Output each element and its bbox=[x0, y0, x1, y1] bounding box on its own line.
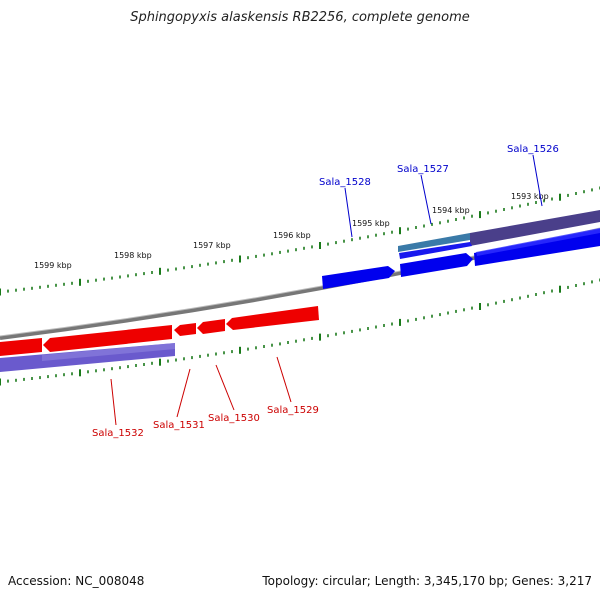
leader-sala-1529 bbox=[276, 356, 292, 403]
gene-sala-1527-upper[interactable] bbox=[399, 242, 472, 259]
label-sala-1529[interactable]: Sala_1529 bbox=[267, 405, 319, 416]
purple-feature-bottom-seg[interactable] bbox=[42, 343, 175, 361]
gene-blue-far-right[interactable] bbox=[476, 228, 600, 256]
purple-feature-top[interactable] bbox=[470, 210, 600, 246]
label-sala-1530[interactable]: Sala_1530 bbox=[208, 413, 260, 424]
summary-text: Topology: circular; Length: 3,345,170 bp… bbox=[262, 574, 592, 588]
inner-tick-track bbox=[0, 278, 600, 386]
gene-sala-1529[interactable] bbox=[226, 306, 319, 330]
leader-sala-1526 bbox=[532, 154, 543, 207]
gene-sala-1527[interactable] bbox=[400, 253, 473, 277]
accession-text: Accession: NC_008048 bbox=[8, 574, 145, 588]
gene-sala-1530[interactable] bbox=[197, 319, 225, 334]
label-sala-1528[interactable]: Sala_1528 bbox=[319, 177, 371, 188]
label-sala-1526[interactable]: Sala_1526 bbox=[507, 144, 559, 155]
kbp-label-1599: 1599 kbp bbox=[34, 261, 72, 270]
gene-red-far-left[interactable] bbox=[0, 338, 42, 356]
outer-tick-track bbox=[0, 186, 600, 296]
map-title: Sphingopyxis alaskensis RB2256, complete… bbox=[130, 10, 470, 25]
kbp-label-1597: 1597 kbp bbox=[193, 241, 231, 250]
leader-sala-1531 bbox=[176, 368, 191, 418]
gene-sala-1532[interactable] bbox=[43, 325, 172, 352]
label-sala-1532[interactable]: Sala_1532 bbox=[92, 428, 144, 439]
kbp-label-1596: 1596 kbp bbox=[273, 231, 311, 240]
label-sala-1527[interactable]: Sala_1527 bbox=[397, 164, 449, 175]
kbp-label-1598: 1598 kbp bbox=[114, 251, 152, 260]
kbp-label-1593: 1593 kbp bbox=[511, 192, 549, 201]
kbp-label-1595: 1595 kbp bbox=[352, 219, 390, 228]
label-sala-1531[interactable]: Sala_1531 bbox=[153, 420, 205, 431]
kbp-label-1594: 1594 kbp bbox=[432, 206, 470, 215]
leader-sala-1532 bbox=[110, 378, 117, 426]
gene-sala-1531[interactable] bbox=[174, 323, 196, 336]
leader-sala-1528 bbox=[344, 187, 353, 238]
leader-sala-1527 bbox=[420, 174, 432, 225]
leader-sala-1530 bbox=[215, 364, 235, 411]
gene-sala-1528[interactable] bbox=[322, 266, 395, 289]
teal-feature-top[interactable] bbox=[398, 233, 470, 252]
